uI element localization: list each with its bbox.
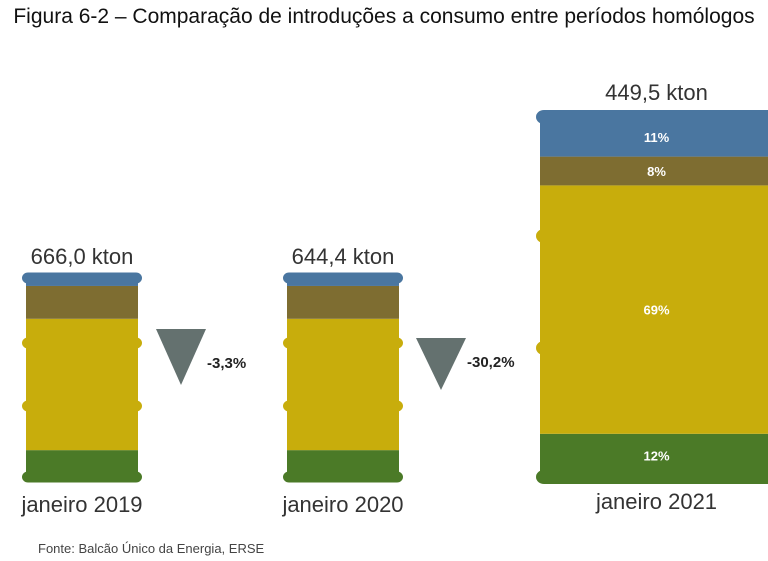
- category-label-2: janeiro 2020: [281, 492, 403, 517]
- barrel-bottom-rim-3: [536, 470, 768, 484]
- change-arrow-1: [156, 329, 206, 385]
- barrel-hoop-3-2: [536, 341, 768, 355]
- category-label-3: janeiro 2021: [595, 489, 717, 514]
- source-note: Fonte: Balcão Único da Energia, ERSE: [38, 541, 265, 556]
- segment-label-3-olive: 8%: [647, 164, 666, 179]
- barrel-hoop-2-2: [283, 400, 403, 412]
- total-label-3: 449,5 kton: [605, 80, 708, 105]
- barrel-hoop-1-1: [22, 337, 142, 349]
- segment-label-3-blue: 11%: [644, 130, 670, 145]
- segment-label-3-yellow: 69%: [643, 303, 669, 318]
- barrel-segment-2-olive: [287, 285, 399, 319]
- barrel-hoop-2-1: [283, 337, 403, 349]
- segment-label-3-green: 12%: [643, 448, 669, 463]
- change-label-2: -30,2%: [467, 354, 515, 371]
- barrel-segment-3-yellow: [540, 185, 768, 434]
- barrel-bottom-rim-2: [283, 471, 403, 483]
- change-label-1: -3,3%: [207, 355, 246, 372]
- barrel-bottom-rim-1: [22, 471, 142, 483]
- total-label-2: 644,4 kton: [292, 244, 395, 269]
- barrel-hoop-1-2: [22, 400, 142, 412]
- total-label-1: 666,0 kton: [31, 244, 134, 269]
- change-arrow-2: [416, 338, 466, 390]
- barrel-top-rim-2: [283, 272, 403, 284]
- barrel-segment-3-green: [540, 433, 768, 477]
- category-label-1: janeiro 2019: [20, 492, 142, 517]
- barrel-segment-1-olive: [26, 285, 138, 319]
- barrel-top-rim-3: [536, 110, 768, 124]
- barrel-hoop-3-1: [536, 229, 768, 243]
- barrel-top-rim-1: [22, 272, 142, 284]
- chart-title: Figura 6-2 – Comparação de introduções a…: [13, 5, 755, 28]
- barrel-segment-3-olive: [540, 156, 768, 186]
